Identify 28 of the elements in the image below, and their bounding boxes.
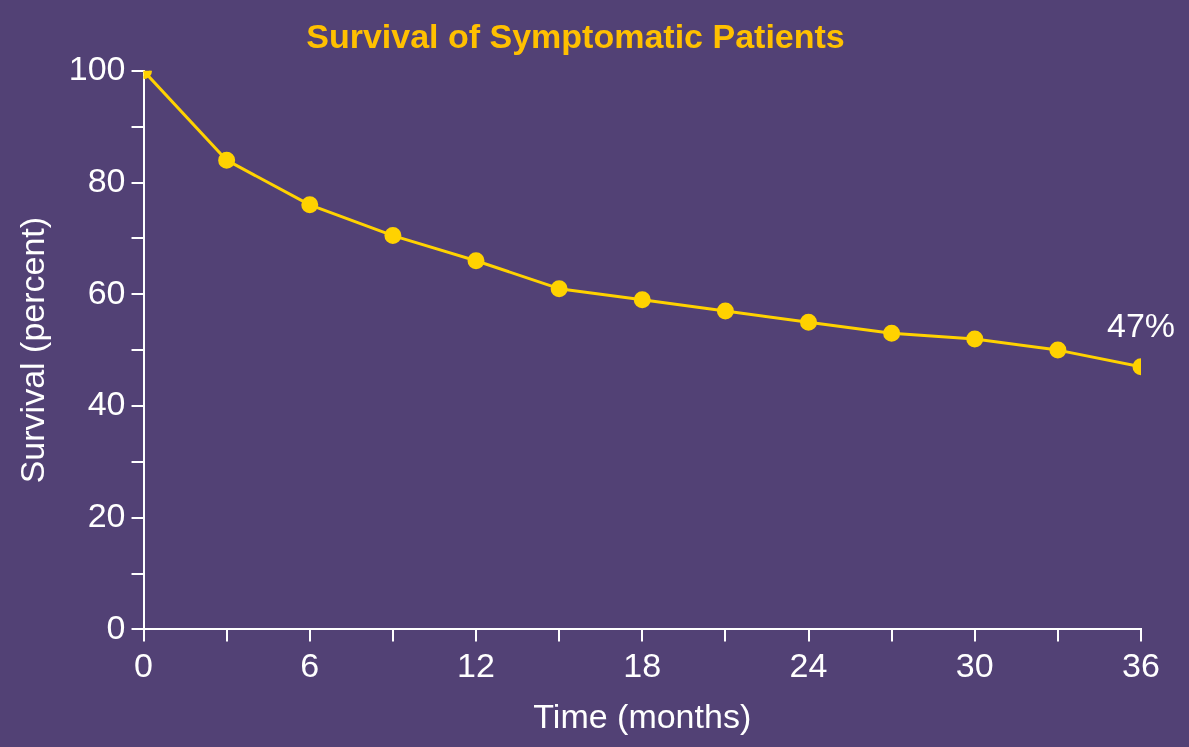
point	[633, 291, 651, 309]
y-tick-label: 20	[87, 496, 126, 535]
point	[883, 324, 901, 342]
y-axis-title: Survival (percent)	[12, 216, 51, 484]
point	[1049, 341, 1067, 359]
point	[716, 302, 734, 320]
y-tick-label: 80	[87, 160, 126, 199]
y-tick-label: 40	[87, 384, 126, 423]
point	[218, 151, 236, 169]
point	[550, 280, 568, 298]
y-tick-label: 0	[106, 607, 126, 646]
y-tick-label: 60	[87, 272, 126, 311]
point	[301, 196, 319, 214]
x-tick-label: 24	[789, 646, 828, 685]
x-tick-label: 6	[300, 646, 320, 685]
x-axis-title: Time (months)	[533, 696, 752, 735]
point	[800, 313, 818, 331]
y-tick-label: 100	[68, 49, 126, 88]
x-tick-label: 18	[623, 646, 662, 685]
x-tick-label: 36	[1122, 646, 1160, 685]
point	[467, 252, 485, 270]
x-tick-label: 0	[134, 646, 153, 685]
annotation: 47%	[1106, 306, 1176, 345]
x-tick-label: 12	[457, 646, 495, 685]
x-tick-label: 30	[955, 646, 994, 685]
point	[966, 330, 984, 348]
chart-title: Survival of Symptomatic Patients	[306, 16, 845, 55]
point	[384, 227, 402, 245]
